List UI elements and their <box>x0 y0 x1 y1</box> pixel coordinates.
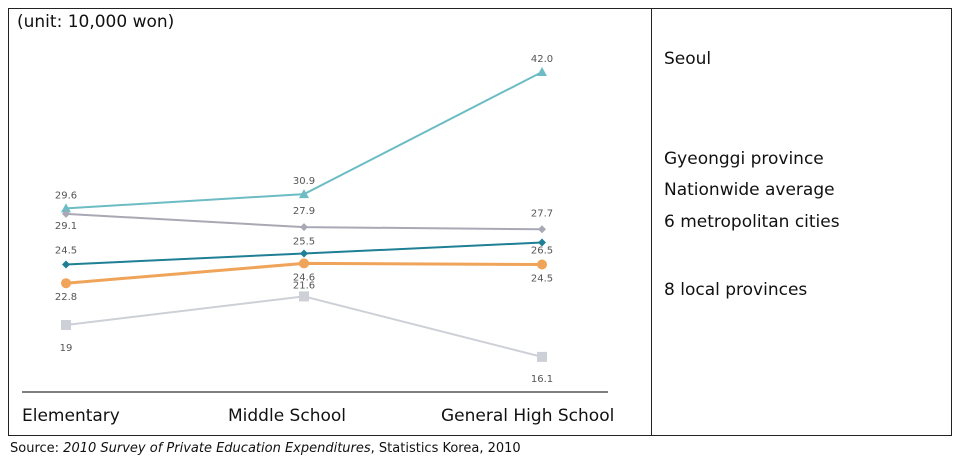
legend-item-metro: 6 metropolitan cities <box>664 212 840 232</box>
data-label-nationwide-average-2: 26.5 <box>531 246 553 257</box>
legend-item-gyeonggi: Gyeonggi province <box>664 149 824 169</box>
data-point-seoul-1 <box>299 189 309 199</box>
data-label-gyeonggi-province-0: 29.1 <box>55 221 77 232</box>
data-label-seoul-2: 42.0 <box>531 54 553 65</box>
data-point-gyeonggi-province-0 <box>62 209 70 218</box>
category-label-elementary: Elementary <box>22 406 120 426</box>
category-label-high-school: General High School <box>441 406 615 426</box>
source-title: 2010 Survey of Private Education Expendi… <box>63 441 371 456</box>
unit-label: (unit: 10,000 won) <box>17 12 175 32</box>
data-point-seoul-2 <box>537 67 547 76</box>
data-point-8-local-provinces-1 <box>299 291 309 302</box>
data-point-6-metropolitan-cities-1 <box>299 258 309 269</box>
source-prefix: Source: <box>10 441 64 456</box>
data-label-8-local-provinces-2: 16.1 <box>531 374 553 385</box>
data-label-gyeonggi-province-1: 27.9 <box>293 206 315 217</box>
data-point-nationwide-average-1 <box>300 249 308 258</box>
data-point-6-metropolitan-cities-2 <box>537 259 547 270</box>
chart-frame <box>8 8 952 436</box>
data-point-nationwide-average-2 <box>538 238 546 247</box>
data-label-seoul-0: 29.6 <box>55 190 77 201</box>
data-point-gyeonggi-province-1 <box>300 223 308 232</box>
series-line-8-local-provinces <box>65 295 543 358</box>
data-label-6-metropolitan-cities-2: 24.5 <box>531 274 553 285</box>
data-point-nationwide-average-0 <box>62 260 70 269</box>
data-label-6-metropolitan-cities-1: 24.6 <box>293 272 315 283</box>
data-point-6-metropolitan-cities-0 <box>61 278 71 289</box>
data-label-gyeonggi-province-2: 27.7 <box>531 208 553 219</box>
data-label-8-local-provinces-1: 21.6 <box>293 280 315 291</box>
series-layer: 29.6 30.9 42.0 29.1 27.9 27.7 24.5 25.5 26.5 22.8… <box>55 54 553 385</box>
source-suffix: , Statistics Korea, 2010 <box>370 441 521 456</box>
legend-item-local: 8 local provinces <box>664 280 808 300</box>
data-label-nationwide-average-1: 25.5 <box>293 237 315 248</box>
legend-divider <box>651 8 652 436</box>
source-note: Source: 2010 Survey of Private Education… <box>10 441 521 456</box>
data-point-8-local-provinces-0 <box>61 320 71 330</box>
data-point-seoul-0 <box>61 203 71 213</box>
data-label-seoul-1: 30.9 <box>293 176 315 187</box>
legend-item-seoul: Seoul <box>664 49 712 69</box>
series-line-seoul <box>65 71 543 210</box>
data-point-gyeonggi-province-2 <box>538 225 546 234</box>
data-point-8-local-provinces-2 <box>537 351 547 362</box>
legend-item-nationwide: Nationwide average <box>664 180 835 200</box>
data-label-8-local-provinces-0: 19 <box>60 343 73 354</box>
data-label-6-metropolitan-cities-0: 22.8 <box>55 292 77 303</box>
category-label-middle-school: Middle School <box>228 406 346 426</box>
data-label-nationwide-average-0: 24.5 <box>55 246 77 257</box>
